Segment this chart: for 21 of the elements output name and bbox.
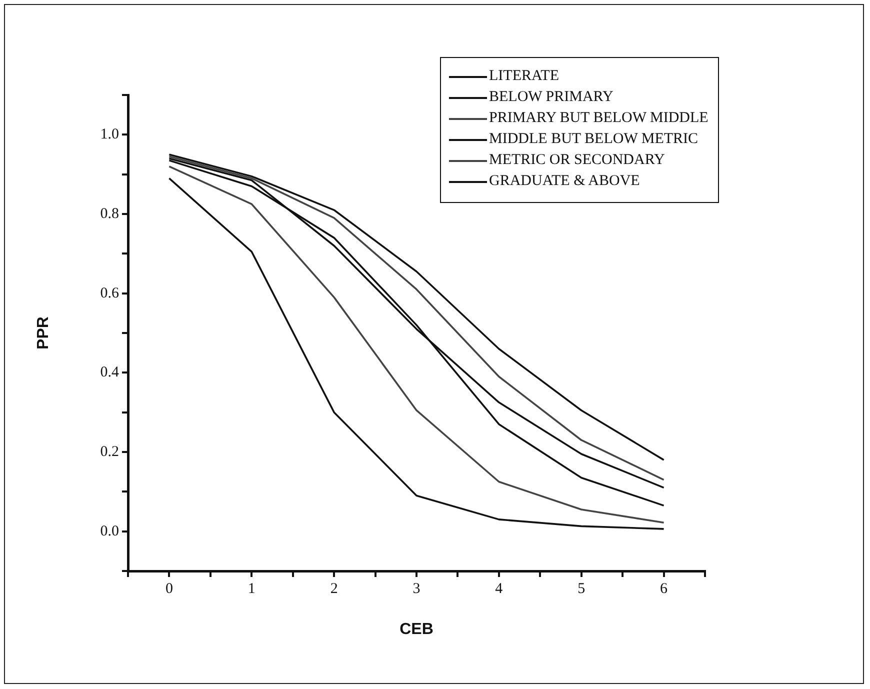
x-tick-label: 5 — [578, 580, 586, 597]
legend-label: LITERATE — [489, 68, 559, 85]
x-tick-label: 4 — [495, 580, 504, 597]
legend-label: MIDDLE BUT BELOW METRIC — [489, 131, 698, 148]
x-tick-label: 0 — [165, 580, 173, 597]
y-axis-title: PPR — [35, 316, 52, 350]
x-tick-label: 1 — [248, 580, 256, 597]
y-tick-label: 0.6 — [100, 285, 120, 302]
x-axis-title: CEB — [400, 620, 434, 638]
x-tick-label: 2 — [330, 580, 338, 597]
legend-label: GRADUATE & ABOVE — [489, 173, 640, 190]
legend-label: METRIC OR SECONDARY — [489, 152, 665, 169]
legend-label: PRIMARY BUT BELOW MIDDLE — [489, 110, 708, 127]
x-tick-label: 3 — [412, 580, 420, 597]
y-tick-label: 1.0 — [100, 126, 119, 143]
y-tick-label: 0.0 — [100, 523, 119, 540]
legend-label: BELOW PRIMARY — [489, 89, 614, 106]
x-tick-label: 6 — [660, 580, 668, 597]
y-tick-label: 0.2 — [100, 444, 119, 460]
y-tick-label: 0.8 — [100, 206, 119, 222]
y-tick-label: 0.4 — [100, 364, 120, 381]
